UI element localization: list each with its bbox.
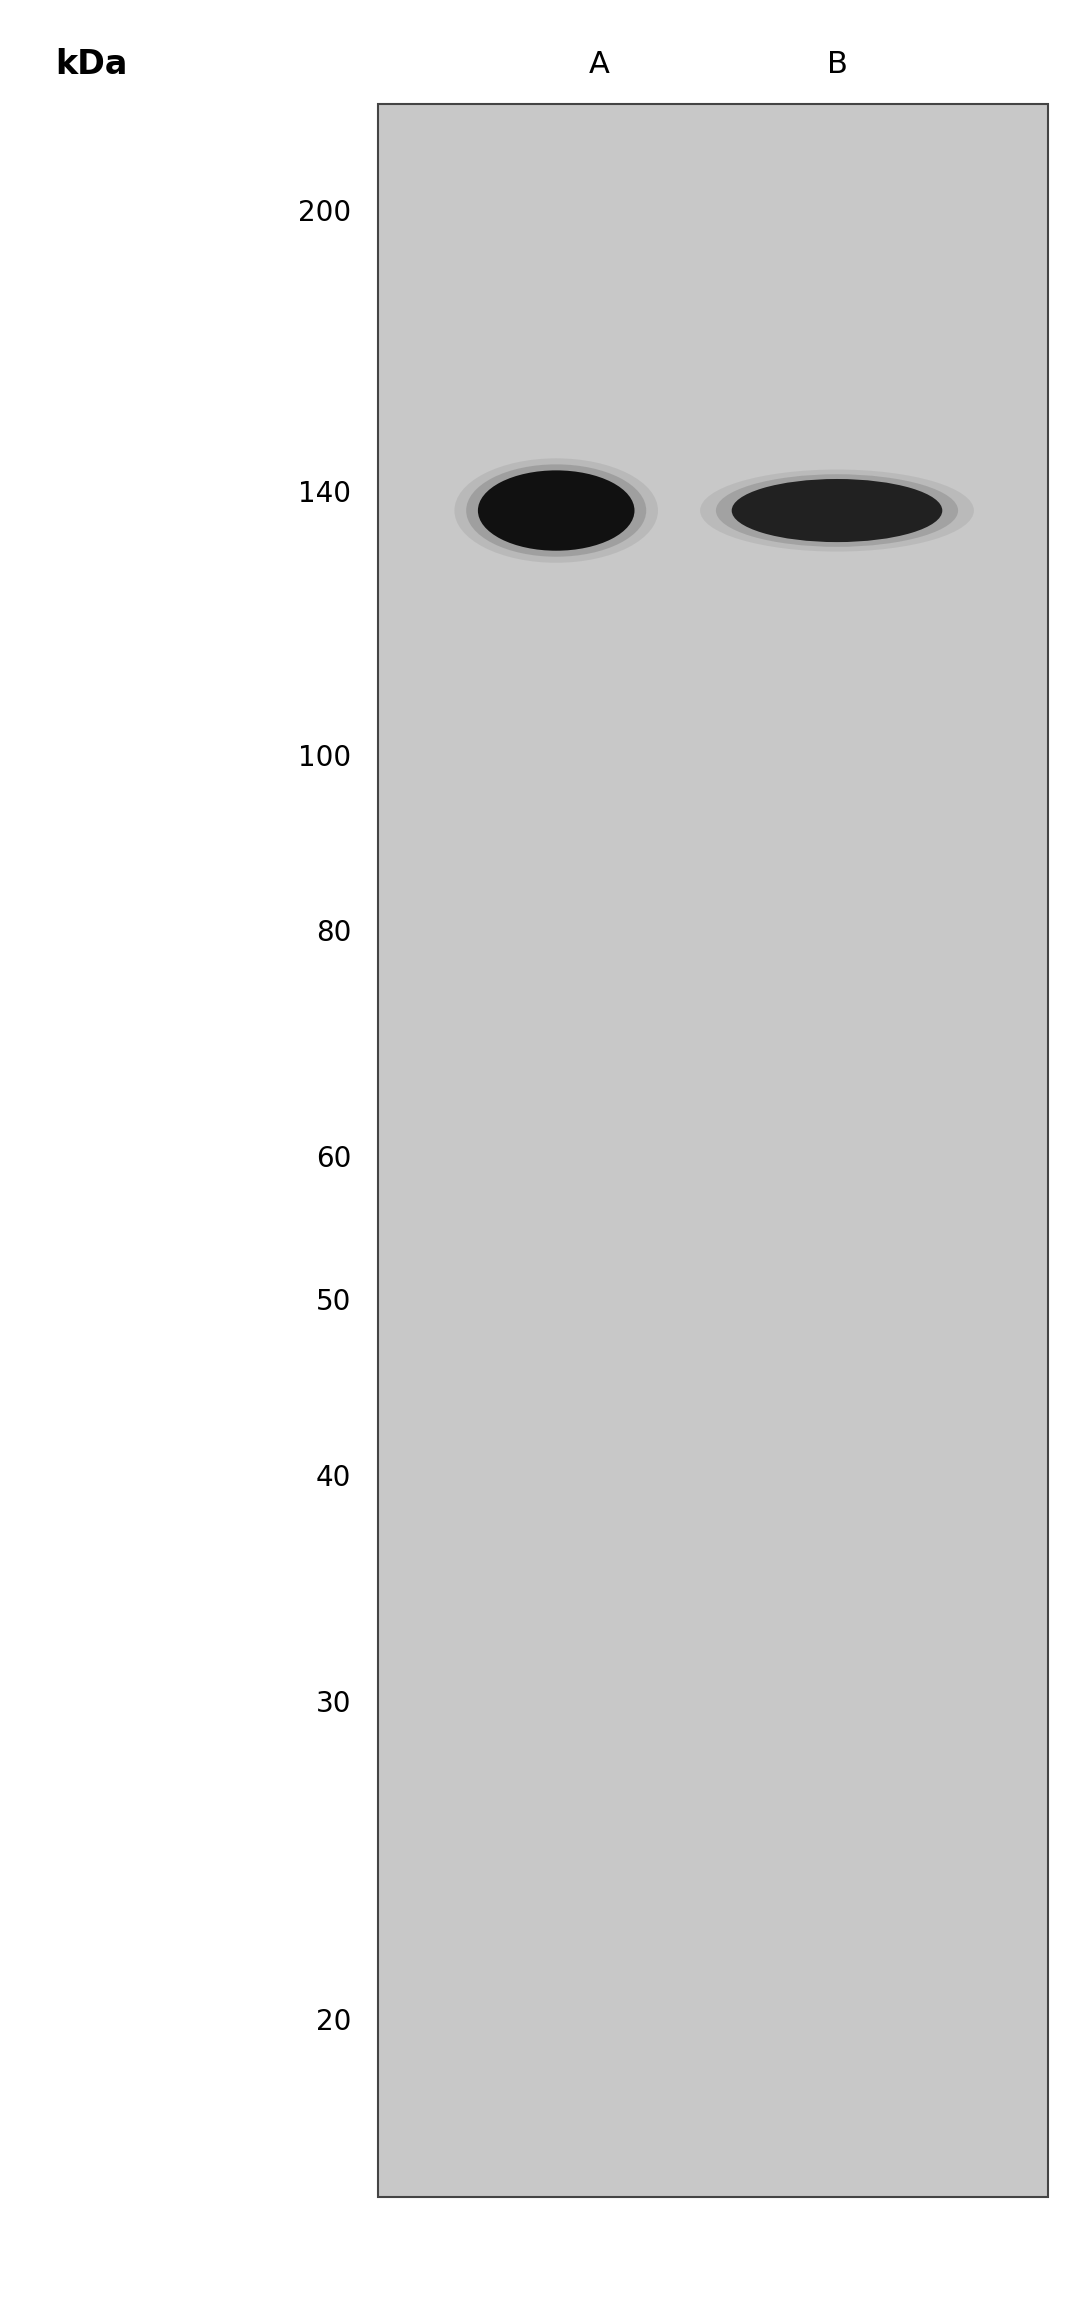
Text: 50: 50 (315, 1289, 351, 1316)
Ellipse shape (455, 458, 658, 564)
Text: 60: 60 (315, 1146, 351, 1174)
Text: 20: 20 (315, 2009, 351, 2036)
Ellipse shape (478, 469, 635, 550)
Text: 40: 40 (315, 1463, 351, 1491)
Ellipse shape (467, 465, 646, 557)
Ellipse shape (700, 469, 974, 552)
Text: 30: 30 (315, 1689, 351, 1717)
Text: 200: 200 (298, 200, 351, 228)
Text: 140: 140 (298, 479, 351, 509)
Ellipse shape (732, 479, 942, 543)
Bar (378, 104, 1048, 2197)
Text: 100: 100 (298, 743, 351, 771)
Text: kDa: kDa (55, 48, 129, 81)
Text: A: A (589, 51, 610, 78)
Text: B: B (826, 51, 848, 78)
Ellipse shape (716, 474, 958, 548)
Text: 80: 80 (315, 918, 351, 948)
